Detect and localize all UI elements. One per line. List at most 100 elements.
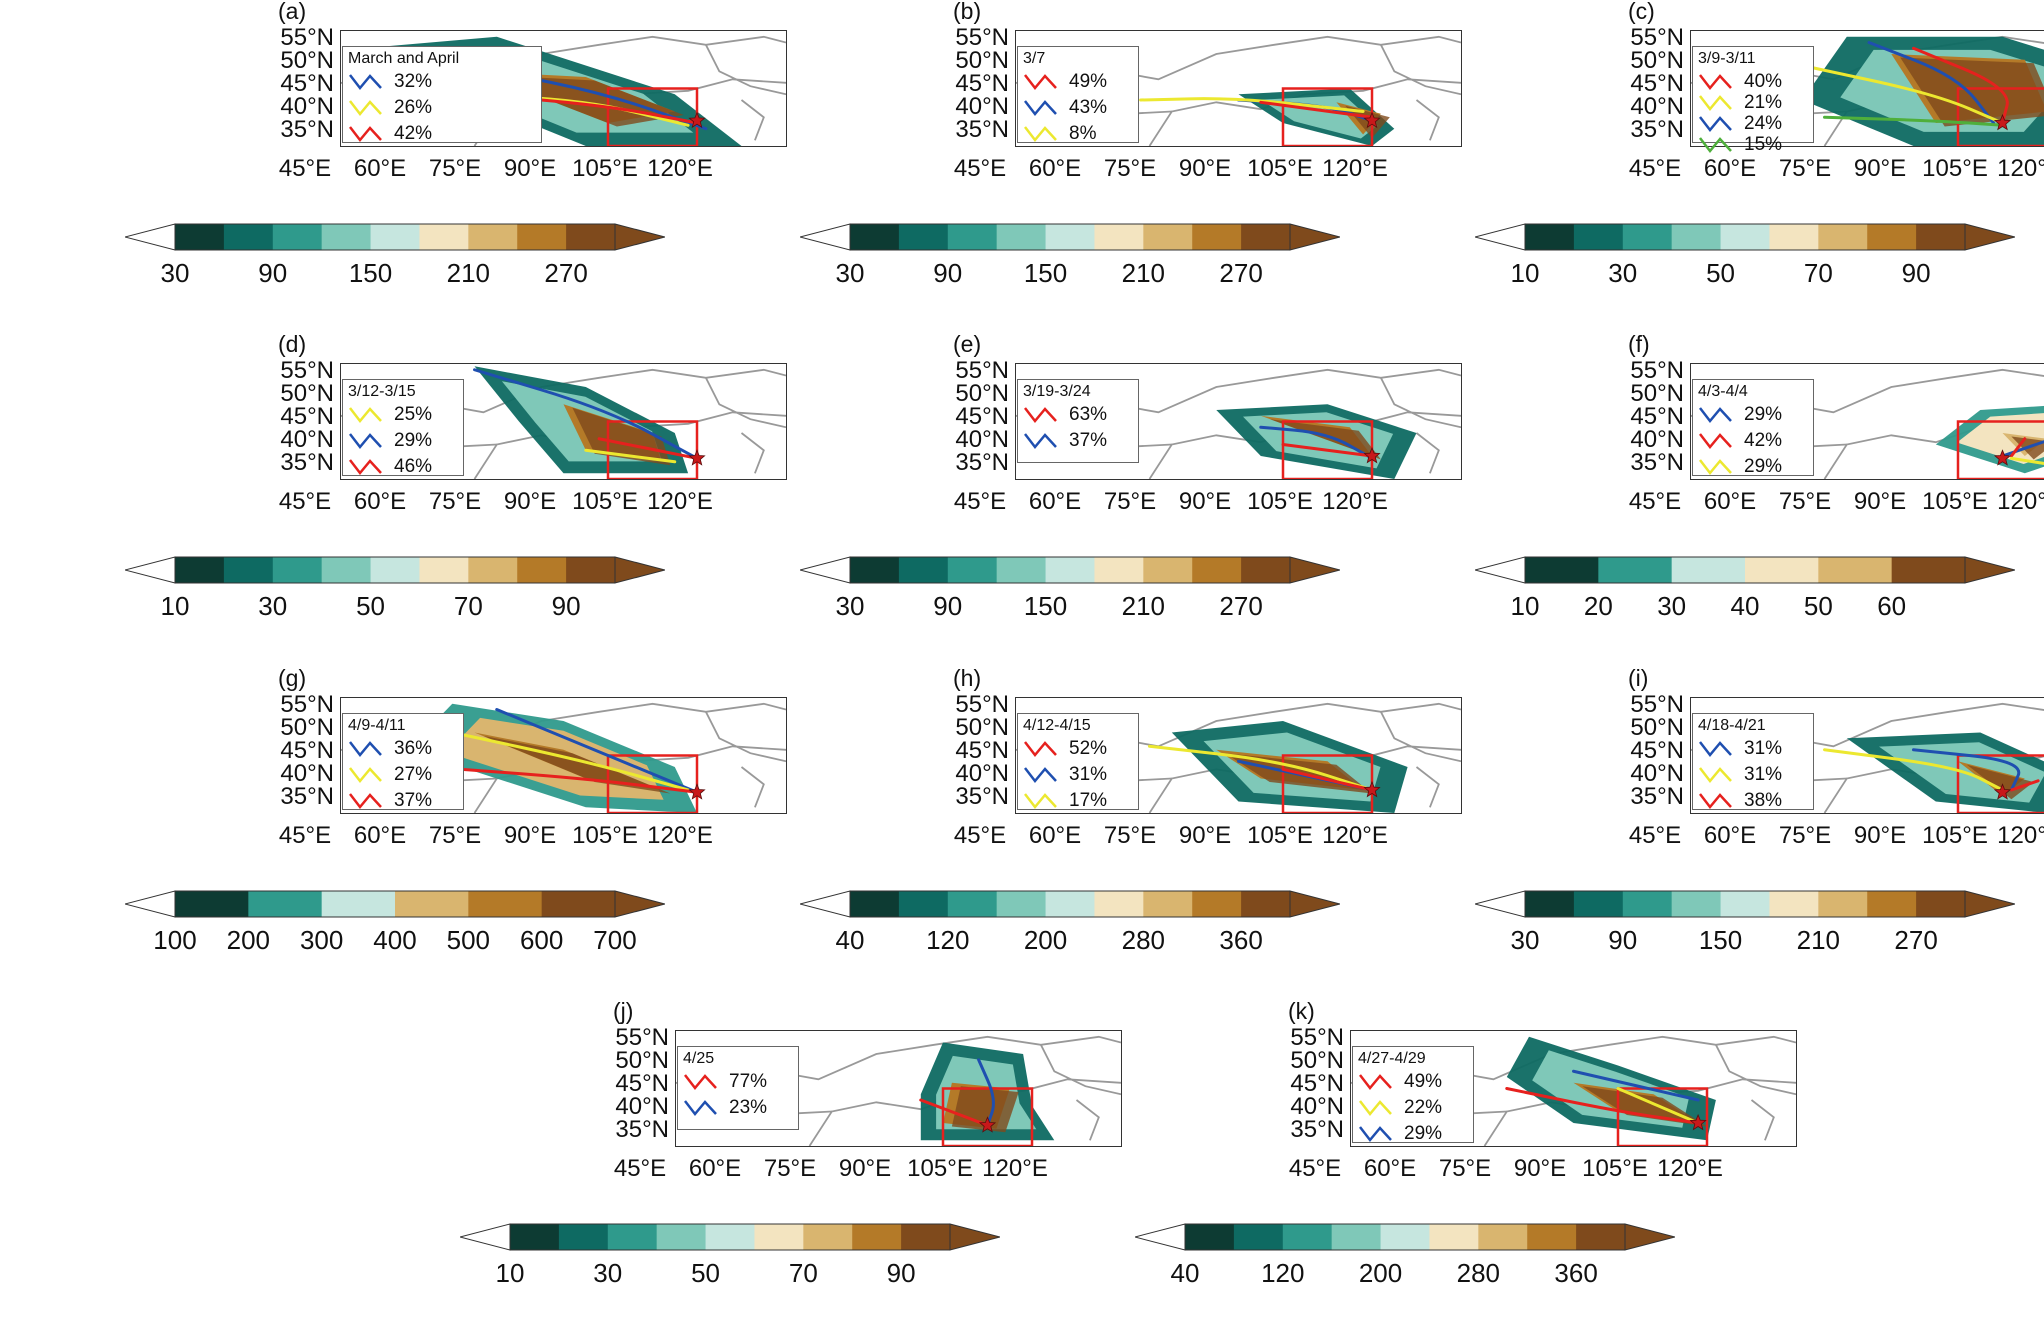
lon-tick-label: 90°E [1513,1155,1567,1182]
colorbar-tick-label: 150 [348,258,393,288]
colorbar-tick-label: 90 [1901,258,1931,288]
colorbar-bin [850,224,900,250]
colorbar-bin [468,557,518,583]
legend-percent: 52% [1069,738,1108,759]
colorbar-tick-label: 90 [933,258,963,288]
colorbar-bin [175,891,249,917]
country-border [740,766,765,808]
legend-entry-red: 42% [1698,430,1812,452]
trajectory-legend: March and April 32% 26% 42% [342,46,542,144]
legend-line-icon [1024,767,1057,783]
colorbar-tick-label: 90 [258,258,288,288]
colorbar-bin [1045,224,1095,250]
colorbar-swatches [800,223,1340,251]
colorbar-ticks: 10 30 50 70 90 [1475,258,2015,288]
country-border [1380,711,1461,763]
colorbar-bin [1671,224,1722,250]
legend-line-icon [1359,1074,1392,1090]
legend-percent: 43% [1069,97,1108,118]
lon-tick-label: 105°E [1922,488,1988,515]
density-contour-peak [1966,764,2034,800]
colorbar-bin [321,224,372,250]
colorbar-bin [1916,224,1966,250]
colorbar-swatches [125,223,665,251]
colorbar-tick-label: 200 [226,925,271,955]
legend-line-icon [684,1100,717,1116]
trajectory-blue [495,708,699,794]
lon-tick-label: 45°E [953,488,1007,515]
colorbar-bin [1818,891,1868,917]
map-canvas [1691,35,2044,146]
lon-tick-label: 105°E [1922,822,1988,849]
legend-line-icon [349,459,382,475]
lon-tick-label: 90°E [1853,155,1907,182]
legend-percent: 49% [1069,71,1108,92]
lat-tick-label: 45°N [280,70,334,97]
lon-tick-label: 60°E [1703,155,1757,182]
colorbar-tick-label: 30 [1608,258,1638,288]
trajectory-blue [977,1058,995,1127]
colorbar-under-arrow [125,890,176,918]
colorbar-bin [1380,1224,1430,1250]
colorbar-tick-label: 30 [1657,591,1687,621]
lon-tick-label: 105°E [1582,1155,1648,1182]
country-border [1715,1044,1796,1096]
colorbar-tick-label: 600 [519,925,564,955]
lon-tick-label: 120°E [1322,488,1388,515]
lat-tick-label: 50°N [615,1047,669,1074]
legend-percent: 21% [1744,92,1783,113]
colorbar-bin [566,557,616,583]
density-contour-peak [1582,1086,1707,1127]
colorbar-tick-label: 300 [299,925,344,955]
colorbar-tick-label: 60 [1877,591,1907,621]
country-border [1415,432,1440,474]
lat-tick-label: 35°N [280,783,334,810]
colorbar-tick-label: 50 [691,1258,721,1288]
lon-tick-label: 75°E [1778,822,1832,849]
colorbar-over-arrow [614,890,665,918]
legend-entry-red: 46% [348,456,462,478]
lon-tick-label: 120°E [1322,155,1388,182]
colorbar-bin [1241,557,1291,583]
legend-percent: 15% [1744,134,1783,155]
country-border [1380,377,1461,429]
lat-tick-label: 45°N [280,737,334,764]
legend-entry-blue: 43% [1023,97,1137,119]
legend-title: 3/12-3/15 [348,383,416,400]
lon-tick-label: 90°E [1853,488,1907,515]
colorbar-bin [1720,891,1770,917]
legend-entry-blue: 31% [1023,764,1137,786]
colorbar-bin [1478,1224,1528,1250]
panel-label: (e) [953,331,982,357]
colorbar-ticks: 100 200 300 400 500 600 700 [125,925,665,955]
lat-tick-label: 45°N [955,70,1009,97]
lon-tick-label: 60°E [1703,822,1757,849]
colorbar-tick-label: 70 [1803,258,1833,288]
colorbar-ticks: 10 30 50 70 90 [460,1258,1000,1288]
colorbar-tick-label: 270 [1219,591,1263,621]
study-region-box [1956,420,2044,479]
legend-percent: 42% [1744,430,1783,451]
lon-tick-label: 75°E [1778,488,1832,515]
legend-title: 3/9-3/11 [1698,50,1756,67]
legend-line-icon [1699,137,1732,153]
lat-tick-label: 45°N [955,737,1009,764]
trajectory-legend: 4/9-4/11 36% 27% 37% [342,713,464,811]
country-border [705,711,786,763]
lon-tick-label: 105°E [1247,488,1313,515]
lat-tick-label: 40°N [1630,426,1684,453]
colorbar-over-arrow [1964,890,2015,918]
legend-title: 4/3-4/4 [1698,383,1748,400]
lon-tick-label: 75°E [763,1155,817,1182]
lon-tick-label: 90°E [1178,155,1232,182]
map-canvas [1016,702,1461,813]
colorbar-ticks: 40 120 200 280 360 [1135,1258,1675,1288]
legend-title: 3/19-3/24 [1023,383,1091,400]
legend-entry-red: 49% [1358,1071,1472,1093]
colorbar-tick-label: 10 [1510,258,1540,288]
latitude-axis: 55°N 50°N 45°N 40°N 35°N [220,26,334,145]
colorbar: 30 90 150 210 270 [1475,889,2015,959]
colorbar-tick-label: 10 [1510,591,1540,621]
latitude-axis: 55°N 50°N 45°N 40°N 35°N [895,359,1009,478]
